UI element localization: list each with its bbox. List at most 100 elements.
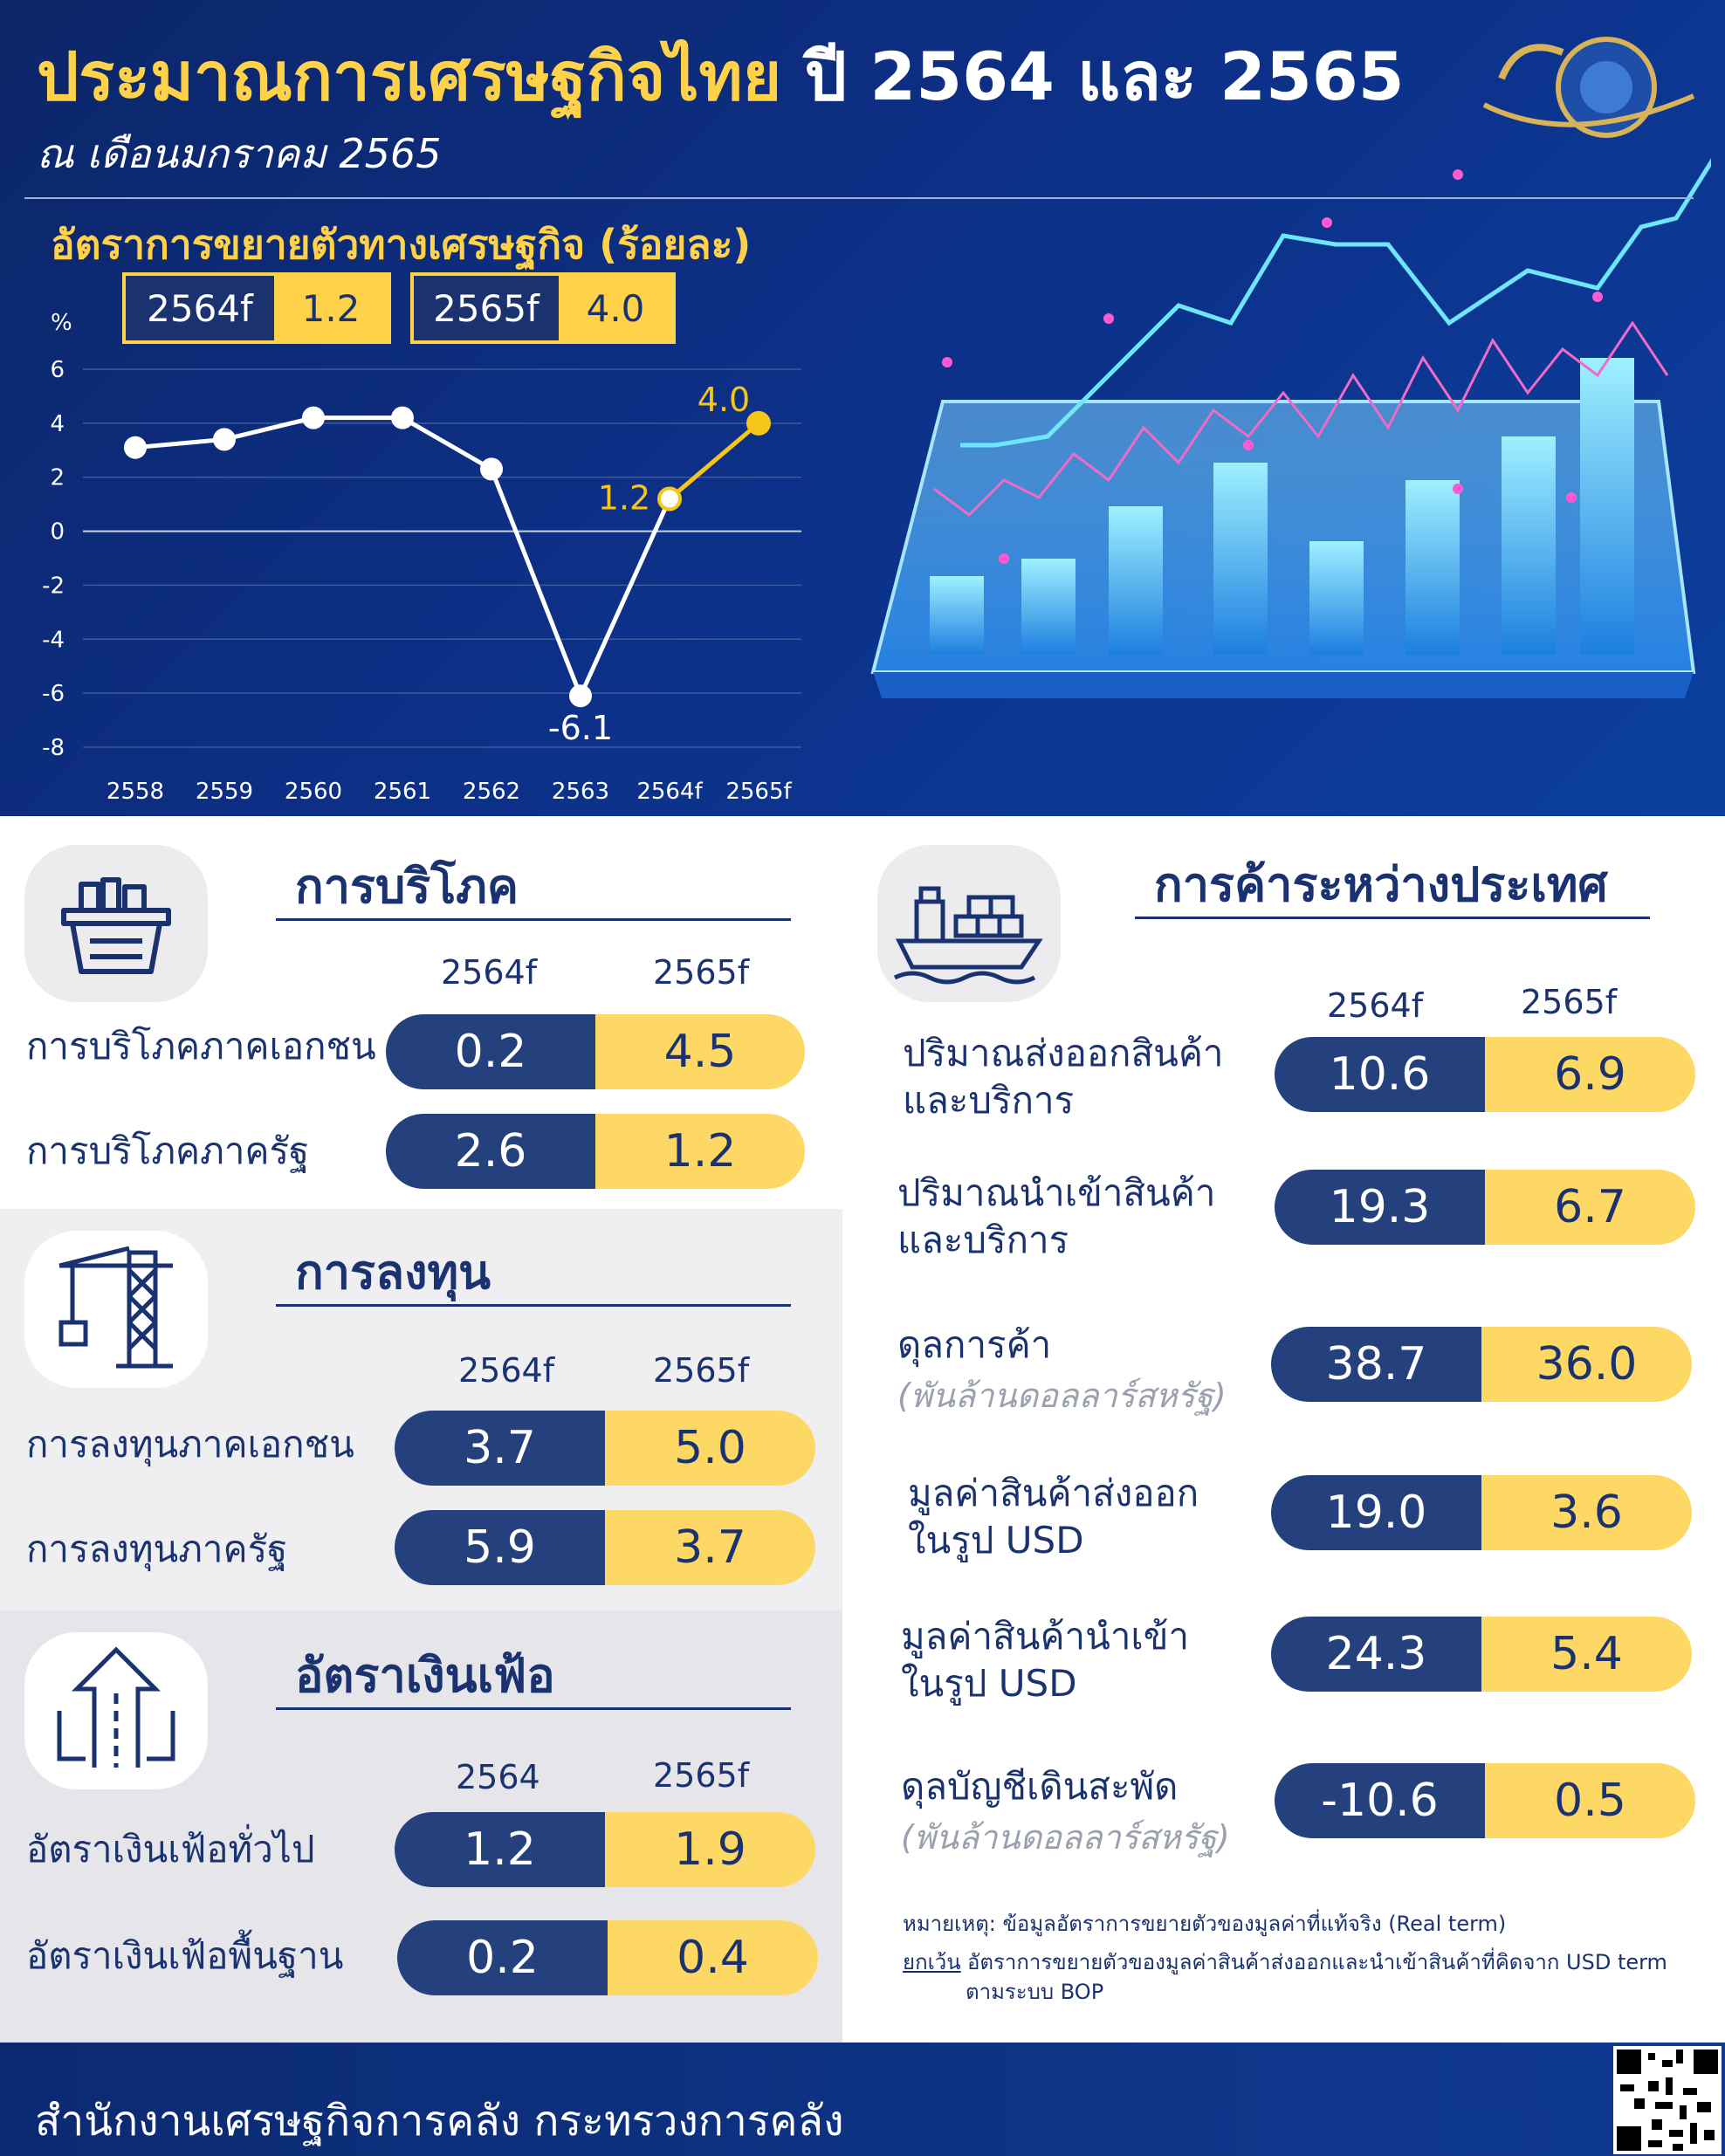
- y-tick-label: 0: [50, 519, 65, 546]
- year-header: 2565f: [653, 1351, 750, 1390]
- year-header: 2564f: [441, 953, 538, 992]
- forecast-year: 2564f: [126, 276, 274, 340]
- value-2564f: 5.9: [395, 1510, 605, 1585]
- year-header: 2565f: [653, 1756, 750, 1795]
- hero-banner: ประมาณการเศรษฐกิจไทย ปี 2564 และ 2565 ณ …: [0, 0, 1725, 816]
- value-pill: 19.0 3.6: [1271, 1475, 1692, 1550]
- row-label: ปริมาณส่งออกสินค้า และบริการ: [903, 1030, 1224, 1124]
- year-header: 2565f: [653, 953, 750, 992]
- cargo-ship-icon: [877, 845, 1061, 1002]
- row-label-line2: และบริการ: [897, 1219, 1069, 1261]
- forecast-box-2564f: 2564f 1.2: [122, 272, 391, 344]
- year-header: 2565f: [1521, 983, 1618, 1021]
- row-label: การบริโภคภาคเอกชน: [26, 1025, 376, 1068]
- data-point: [391, 406, 414, 429]
- row-unit-note: (พันล้านดอลลาร์สหรัฐ): [897, 1377, 1227, 1415]
- row-label-line2: ในรูป USD: [908, 1519, 1084, 1562]
- row-label-line1: มูลค่าสินค้านำเข้า: [901, 1615, 1190, 1658]
- y-tick-label: -2: [42, 573, 65, 599]
- value-pill: 38.7 36.0: [1271, 1327, 1692, 1402]
- y-tick-label: -6: [42, 681, 65, 707]
- year-header: 2564f: [458, 1351, 555, 1390]
- investment-title: การลงทุน: [295, 1245, 491, 1300]
- trade-title: การค้าระหว่างประเทศ: [1154, 857, 1608, 912]
- crane-icon: [24, 1231, 208, 1388]
- footnote-prefix: ยกเว้น: [903, 1950, 961, 1974]
- y-tick-label: 4: [50, 411, 65, 437]
- page-subtitle: ณ เดือนมกราคม 2565: [37, 130, 442, 177]
- footnote: หมายเหตุ: ข้อมูลอัตราการขยายตัวของมูลค่า…: [903, 1912, 1507, 1936]
- series-line-actual: [134, 415, 672, 702]
- title-years: ปี 2564 และ 2565: [804, 38, 1405, 115]
- value-2564f: -10.6: [1275, 1763, 1485, 1838]
- row-label-line1: ปริมาณนำเข้าสินค้า: [897, 1171, 1216, 1214]
- x-tick-label: 2561: [374, 779, 431, 805]
- footnote: อัตราการขยายตัวของมูลค่าสินค้าส่งออกและน…: [967, 1950, 1667, 1974]
- y-tick-label: -8: [42, 735, 65, 761]
- inflation-title: อัตราเงินเฟ้อ: [295, 1648, 555, 1703]
- qr-code-icon[interactable]: [1613, 2046, 1722, 2154]
- value-2564f: 0.2: [386, 1014, 595, 1089]
- value-2564f: 38.7: [1271, 1327, 1481, 1402]
- value-2565f: 5.4: [1481, 1617, 1692, 1692]
- forecast-year: 2565f: [414, 276, 559, 340]
- forecast-value: 4.0: [586, 286, 645, 330]
- data-point: [657, 486, 682, 512]
- year-header: 2564: [456, 1758, 540, 1796]
- value-2564f: 2.6: [386, 1114, 595, 1189]
- row-label-line2: ในรูป USD: [901, 1662, 1077, 1705]
- value-2565f: 3.7: [605, 1510, 815, 1585]
- value-pill: 24.3 5.4: [1271, 1617, 1692, 1692]
- footnote: ตามระบบ BOP: [966, 1980, 1104, 2004]
- value-2565f: 1.2: [595, 1114, 805, 1189]
- value-2565f: 6.9: [1485, 1037, 1695, 1112]
- value-pill: -10.6 0.5: [1275, 1763, 1695, 1838]
- value-pill: 0.2 0.4: [397, 1920, 818, 1995]
- row-label-line1: มูลค่าสินค้าส่งออก: [908, 1472, 1199, 1514]
- value-2565f: 6.7: [1485, 1170, 1695, 1245]
- year-header: 2564f: [1327, 986, 1424, 1025]
- x-tick-label: 2563: [552, 779, 609, 805]
- row-label: ปริมาณนำเข้าสินค้า และบริการ: [897, 1170, 1215, 1264]
- data-point: [480, 457, 503, 481]
- basket-icon: [24, 845, 208, 1002]
- value-pill: 0.2 4.5: [386, 1014, 805, 1089]
- row-label: ดุลการค้า: [897, 1323, 1052, 1366]
- value-2564f: 19.3: [1275, 1170, 1485, 1245]
- section-underline: [276, 1304, 791, 1307]
- x-tick-label: 2559: [196, 779, 253, 805]
- value-2564f: 24.3: [1271, 1617, 1481, 1692]
- y-axis-label: %: [51, 310, 72, 336]
- data-label: 4.0: [698, 381, 750, 419]
- row-label-line2: และบริการ: [903, 1079, 1075, 1122]
- row-label: การบริโภคภาครัฐ: [26, 1129, 310, 1172]
- value-2564: 0.2: [397, 1920, 608, 1995]
- forecast-box-2565f: 2565f 4.0: [410, 272, 676, 344]
- forecast-value: 1.2: [301, 286, 361, 330]
- row-label: มูลค่าสินค้านำเข้า ในรูป USD: [901, 1613, 1189, 1707]
- data-point: [302, 406, 325, 429]
- value-2564f: 10.6: [1275, 1037, 1485, 1112]
- value-2565f: 1.9: [605, 1812, 815, 1887]
- row-label-line1: ปริมาณส่งออกสินค้า: [903, 1032, 1224, 1075]
- anniversary-logo: [1482, 37, 1695, 138]
- row-label: มูลค่าสินค้าส่งออก ในรูป USD: [908, 1470, 1199, 1564]
- x-tick-label: 2564f: [636, 779, 703, 805]
- section-underline: [276, 1707, 791, 1710]
- row-unit-note: (พันล้านดอลลาร์สหรัฐ): [901, 1818, 1230, 1857]
- row-label: อัตราเงินเฟ้อพื้นฐาน: [26, 1934, 344, 1977]
- section-underline: [276, 918, 791, 921]
- value-2565f: 0.4: [608, 1920, 818, 1995]
- value-2565f: 4.5: [595, 1014, 805, 1089]
- value-2564: 1.2: [395, 1812, 605, 1887]
- value-2565f: 3.6: [1481, 1475, 1692, 1550]
- value-2565f: 0.5: [1485, 1763, 1695, 1838]
- data-point: [124, 436, 147, 459]
- data-point: [746, 410, 771, 436]
- section-underline: [1135, 917, 1650, 919]
- x-tick-label: 2565f: [725, 779, 792, 805]
- row-label: การลงทุนภาคเอกชน: [26, 1423, 354, 1466]
- value-2564f: 19.0: [1271, 1475, 1481, 1550]
- x-tick-label: 2562: [463, 779, 520, 805]
- row-label: อัตราเงินเฟ้อทั่วไป: [26, 1828, 315, 1871]
